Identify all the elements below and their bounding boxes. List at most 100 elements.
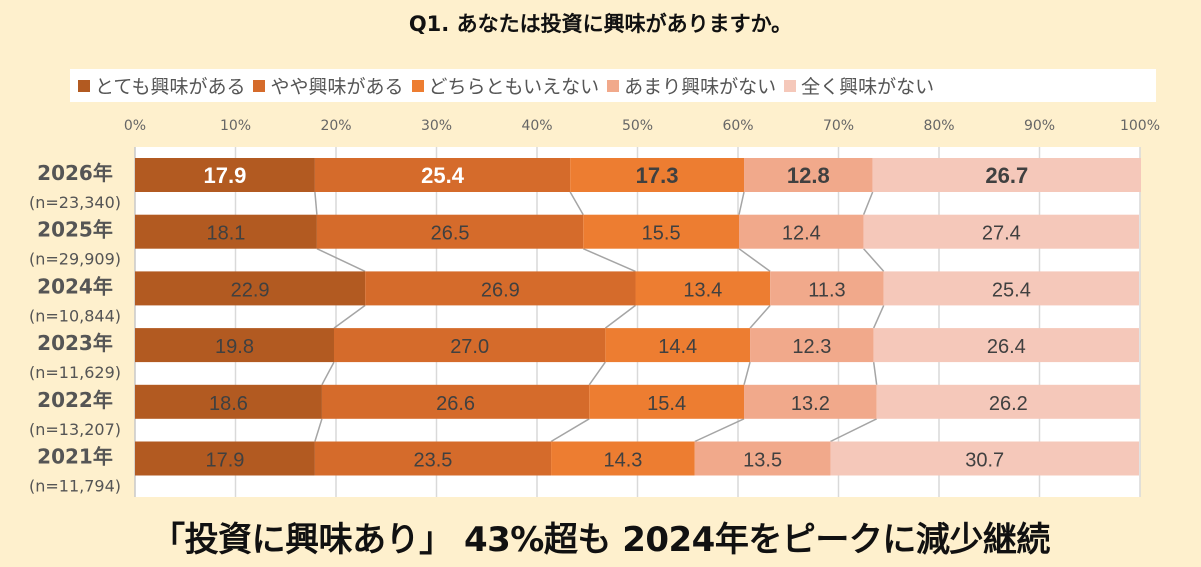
legend-swatch-icon xyxy=(78,79,90,92)
data-label: 27.4 xyxy=(982,223,1021,245)
bar-segment xyxy=(605,328,751,363)
legend-label: どちらともいえない xyxy=(428,76,600,98)
bar-segment xyxy=(135,214,317,249)
bar-segment xyxy=(744,158,873,192)
bar-segment xyxy=(750,328,874,363)
category-year-label: 2024年 xyxy=(37,274,113,298)
bar-segment xyxy=(589,384,745,419)
series-connector-line xyxy=(550,418,590,443)
bar-segment xyxy=(570,158,745,192)
x-tick-label: 90% xyxy=(1024,118,1055,134)
headline: 「投資に興味あり」 43%超も 2024年をピークに減少継続 xyxy=(151,520,1050,560)
data-label: 25.4 xyxy=(992,279,1031,301)
x-tick-label: 80% xyxy=(923,118,954,134)
legend-item: どちらともいえない xyxy=(411,72,600,99)
data-label: 13.5 xyxy=(743,450,782,472)
bar-segment xyxy=(863,214,1139,249)
chart-title: Q1. あなたは投資に興味がありますか。 xyxy=(408,12,793,36)
x-tick-label: 60% xyxy=(722,118,753,134)
series-connector-line xyxy=(872,305,885,329)
category-year-label: 2022年 xyxy=(37,388,113,412)
bar-segment xyxy=(872,158,1142,192)
x-tick-label: 30% xyxy=(421,118,452,134)
category-year-label: 2025年 xyxy=(37,218,113,242)
data-label: 12.3 xyxy=(792,336,831,358)
series-connector-line xyxy=(333,304,366,329)
bar-segment xyxy=(365,271,636,306)
category-year-label: 2026年 xyxy=(37,161,113,185)
legend-label: あまり興味がない xyxy=(624,76,777,98)
series-connector-line xyxy=(588,361,606,386)
legend-item: あまり興味がない xyxy=(607,72,776,99)
series-connector-line xyxy=(830,418,878,443)
x-tick-label: 100% xyxy=(1120,118,1160,134)
data-label: 18.6 xyxy=(209,393,248,415)
data-label: 26.4 xyxy=(987,336,1026,358)
data-label: 26.7 xyxy=(985,163,1028,188)
bar-segment xyxy=(135,441,315,476)
data-label: 25.4 xyxy=(421,163,465,188)
x-tick-label: 20% xyxy=(320,118,351,134)
series-connector-line xyxy=(863,248,885,272)
x-tick-label: 40% xyxy=(521,118,552,134)
category-n-label: (n=11,794) xyxy=(29,477,121,496)
legend-swatch-icon xyxy=(784,79,797,92)
data-label: 26.9 xyxy=(481,279,520,301)
series-connector-line xyxy=(872,362,878,385)
series-connector-line xyxy=(743,361,751,385)
data-label: 22.9 xyxy=(231,279,270,301)
series-connector-line xyxy=(316,248,366,273)
legend-item: とても興味がある xyxy=(78,72,245,99)
bar-segment xyxy=(333,328,606,363)
bar-segment xyxy=(883,271,1139,306)
data-label: 17.9 xyxy=(204,163,247,188)
series-connector-line xyxy=(604,304,636,329)
data-label: 30.7 xyxy=(965,450,1004,472)
legend-item: 全く興味がない xyxy=(784,72,934,99)
bar-segment xyxy=(314,441,552,476)
category-n-label: (n=11,629) xyxy=(29,363,121,382)
x-tick-label: 50% xyxy=(622,118,653,134)
bar-segment xyxy=(873,328,1139,363)
bar-segment xyxy=(770,271,884,306)
x-tick-label: 70% xyxy=(823,118,854,134)
data-label: 19.8 xyxy=(215,336,254,358)
data-label: 15.5 xyxy=(642,223,681,245)
legend-label: 全く興味がない xyxy=(801,76,935,98)
stacked-bar-chart: 0% 10% 20% 30% 40% 50% 60% 70% 80% 90% 100% 17.9 25.… xyxy=(29,118,1160,497)
bar-segment xyxy=(635,271,771,306)
bar-segment xyxy=(321,384,590,419)
series-connector-line xyxy=(569,191,584,216)
data-label: 11.3 xyxy=(808,279,845,301)
data-label: 18.1 xyxy=(206,223,245,245)
x-tick-label: 0% xyxy=(124,118,146,134)
data-label: 17.3 xyxy=(636,163,679,188)
bar-segment xyxy=(316,214,584,249)
series-connector-line xyxy=(314,191,318,215)
bar-segment xyxy=(551,441,695,476)
data-label: 13.2 xyxy=(791,393,830,415)
data-label: 12.8 xyxy=(787,163,830,188)
series-connector-line xyxy=(738,248,771,273)
bar-segment xyxy=(583,214,740,249)
bar-segment xyxy=(744,384,877,419)
legend-item: やや興味がある xyxy=(253,72,404,99)
data-label: 23.5 xyxy=(414,450,453,472)
series-connector-line xyxy=(582,248,636,273)
bar-segment xyxy=(694,441,831,476)
data-label: 17.9 xyxy=(205,450,244,472)
series-connector-line xyxy=(749,304,771,329)
data-label: 12.4 xyxy=(782,223,821,245)
series-connector-line xyxy=(694,418,745,443)
bar-segment xyxy=(135,271,366,306)
chart-legend: とても興味がある やや興味がある どちらともいえない あまり興味がない 全く興味がない xyxy=(70,69,1156,102)
bar-segment xyxy=(830,441,1139,476)
category-n-label: (n=13,207) xyxy=(29,420,121,439)
legend-swatch-icon xyxy=(411,79,424,92)
data-label: 15.4 xyxy=(647,393,686,415)
series-connector-line xyxy=(738,191,745,215)
series-connector-line xyxy=(314,418,323,442)
bar-segment xyxy=(135,384,322,419)
data-label: 26.2 xyxy=(989,393,1028,415)
category-n-label: (n=29,909) xyxy=(29,250,121,269)
